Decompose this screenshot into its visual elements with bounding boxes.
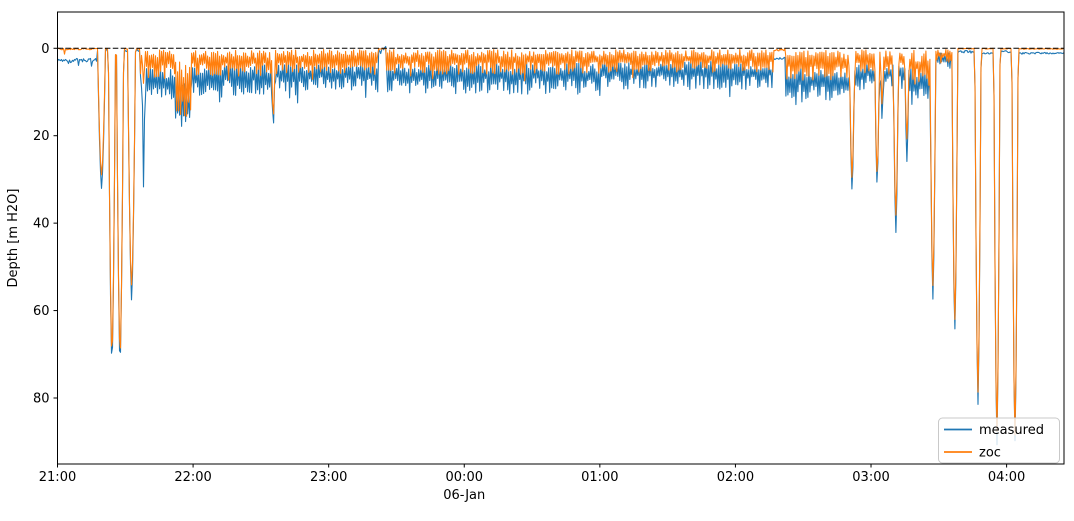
zoc-series-line: [57, 47, 1064, 436]
y-axis: 0 20 40 60 80: [33, 42, 58, 406]
y-axis-title: Depth [m H2O]: [6, 189, 21, 288]
legend-zoc-label: zoc: [979, 446, 1001, 461]
x-axis-date-label: 06-Jan: [443, 488, 485, 503]
x-tick-label: 03:00: [852, 470, 889, 485]
x-tick-label: 21:00: [39, 470, 76, 485]
y-tick-label: 40: [33, 217, 50, 232]
y-tick-label: 60: [33, 304, 50, 319]
x-tick-label: 00:00: [446, 470, 483, 485]
x-axis: 21:00 22:00 23:00 00:00 06-Jan 01:00 02:00 03:0…: [39, 464, 1025, 503]
y-tick-label: 80: [33, 391, 50, 406]
x-tick-label: 23:00: [310, 470, 347, 485]
plot-area: [57, 45, 1065, 446]
x-tick-label: 04:00: [988, 470, 1025, 485]
y-tick-label: 0: [41, 42, 49, 57]
legend: measured zoc: [938, 417, 1060, 464]
y-tick-label: 20: [33, 129, 50, 144]
x-tick-label: 02:00: [717, 470, 754, 485]
x-tick-label: 01:00: [581, 470, 618, 485]
measured-series-line: [57, 45, 1065, 446]
legend-measured-label: measured: [979, 423, 1044, 438]
axes-spines: [57, 11, 1065, 465]
x-tick-label: 22:00: [174, 470, 211, 485]
